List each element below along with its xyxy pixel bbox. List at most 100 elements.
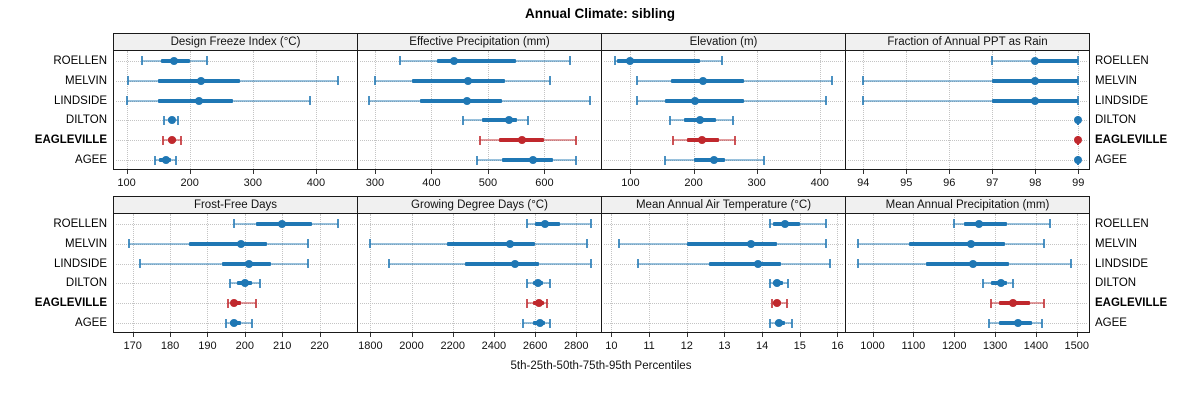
median-dot	[974, 219, 983, 228]
axis-tick	[370, 333, 372, 337]
median-dot	[780, 219, 789, 228]
gridline-vertical	[282, 214, 284, 332]
axis-tick	[863, 170, 865, 174]
median-dot	[626, 56, 635, 65]
axis-tick-label: 180	[160, 340, 180, 352]
axis-tick-label: 200	[684, 177, 703, 189]
axis-tick-label: 200	[235, 340, 255, 352]
percentile-end-cap	[991, 56, 994, 66]
median-dot	[754, 259, 763, 268]
percentile-end-cap	[387, 259, 390, 269]
axis-tick	[1078, 170, 1080, 174]
panel-strip-header: Mean Annual Air Temperature (°C)	[601, 196, 846, 214]
percentile-25-75-line	[502, 158, 553, 163]
percentile-end-cap	[125, 96, 128, 106]
percentile-end-cap	[791, 318, 794, 328]
category-label-left-agee: AGEE	[75, 317, 107, 330]
percentile-end-cap	[857, 259, 860, 269]
gridline-vertical	[319, 214, 321, 332]
panel-plot-area	[845, 51, 1090, 170]
percentile-25-75-line	[437, 58, 517, 63]
category-label-right-eagleville: EAGLEVILLE	[1095, 134, 1168, 147]
percentile-25-75-line	[693, 158, 726, 163]
axis-tick-label: 210	[273, 340, 292, 352]
gridline-vertical	[693, 51, 695, 169]
category-label-left-lindside: LINDSIDE	[53, 257, 107, 270]
percentile-end-cap	[987, 318, 990, 328]
percentile-end-cap	[1043, 298, 1046, 308]
axis-tick	[949, 170, 951, 174]
gridline-vertical	[315, 51, 317, 169]
axis-tick	[906, 170, 908, 174]
axis-tick	[576, 333, 578, 337]
gridline-vertical	[252, 51, 254, 169]
axis-tick	[611, 333, 613, 337]
axis-tick-label: 400	[810, 177, 829, 189]
figure-title: Annual Climate: sibling	[524, 6, 675, 21]
percentile-end-cap	[664, 155, 667, 165]
percentile-end-cap	[763, 155, 766, 165]
axis-tick	[995, 333, 997, 337]
median-dot	[237, 239, 246, 248]
gridline-vertical	[207, 214, 209, 332]
panel-strip-header: Frost-Free Days	[113, 196, 358, 214]
axis-tick-label: 100	[117, 177, 136, 189]
median-dot	[168, 116, 177, 125]
axis-tick	[170, 333, 172, 337]
gridline-horizontal	[848, 303, 1087, 305]
gridline-vertical	[1035, 51, 1037, 169]
median-dot	[506, 239, 515, 248]
axis-tick-label: 2400	[481, 340, 507, 352]
median-dot	[161, 156, 170, 165]
panel-fraction-of-annual-ppt-as-rain: Fraction of Annual PPT as Rain 94 95 96 97 98…	[845, 33, 1090, 192]
gridline-vertical	[630, 51, 632, 169]
median-dot	[168, 136, 177, 145]
panel-mean-annual-air-temperature-c-: Mean Annual Air Temperature (°C) 10 11 12 13…	[601, 196, 846, 355]
axis-tick	[799, 333, 801, 337]
median-dot	[278, 219, 287, 228]
gridline-vertical	[686, 214, 688, 332]
gridline-horizontal	[848, 283, 1087, 285]
gridline-vertical	[126, 51, 128, 169]
gridline-vertical	[535, 214, 537, 332]
percentile-end-cap	[588, 96, 591, 106]
percentile-end-cap	[373, 76, 376, 86]
median-dot	[195, 96, 204, 105]
panel-strip-header: Elevation (m)	[601, 33, 846, 51]
panel-plot-area	[601, 214, 846, 333]
percentile-25-75-line	[925, 261, 1010, 266]
percentile-end-cap	[154, 155, 157, 165]
axis-tick-label: 190	[198, 340, 217, 352]
gridline-horizontal	[116, 120, 355, 122]
median-dot	[966, 239, 975, 248]
axis-tick	[452, 333, 454, 337]
median-dot	[240, 279, 249, 288]
panel-mean-annual-precipitation-mm-: Mean Annual Precipitation (mm) 1000 1100 12…	[845, 196, 1090, 355]
percentile-end-cap	[825, 219, 828, 229]
axis-tick-label: 15	[793, 340, 806, 352]
axis-tick-label: 16	[831, 340, 844, 352]
median-dot	[1074, 156, 1083, 165]
percentile-end-cap	[857, 239, 860, 249]
category-label-left-eagleville: EAGLEVILLE	[34, 134, 107, 147]
percentile-end-cap	[770, 298, 773, 308]
axis-tick	[819, 170, 821, 174]
axis-tick-label: 1300	[982, 340, 1008, 352]
panel-strip-header: Design Freeze Index (°C)	[113, 33, 358, 51]
gridline-horizontal	[604, 323, 843, 325]
axis-tick-label: 600	[535, 177, 554, 189]
median-dot	[529, 156, 538, 165]
median-dot	[773, 299, 782, 308]
median-dot	[1074, 136, 1083, 145]
percentile-5-95-line	[863, 99, 1079, 102]
axis-tick	[1076, 333, 1078, 337]
panel-plot-area	[357, 51, 602, 170]
percentile-25-75-line	[909, 241, 1006, 246]
median-dot	[517, 136, 526, 145]
gridline-vertical	[611, 214, 613, 332]
gridline-vertical	[244, 214, 246, 332]
gridline-horizontal	[360, 303, 599, 305]
gridline-horizontal	[604, 283, 843, 285]
percentile-end-cap	[399, 56, 402, 66]
median-dot	[450, 56, 459, 65]
